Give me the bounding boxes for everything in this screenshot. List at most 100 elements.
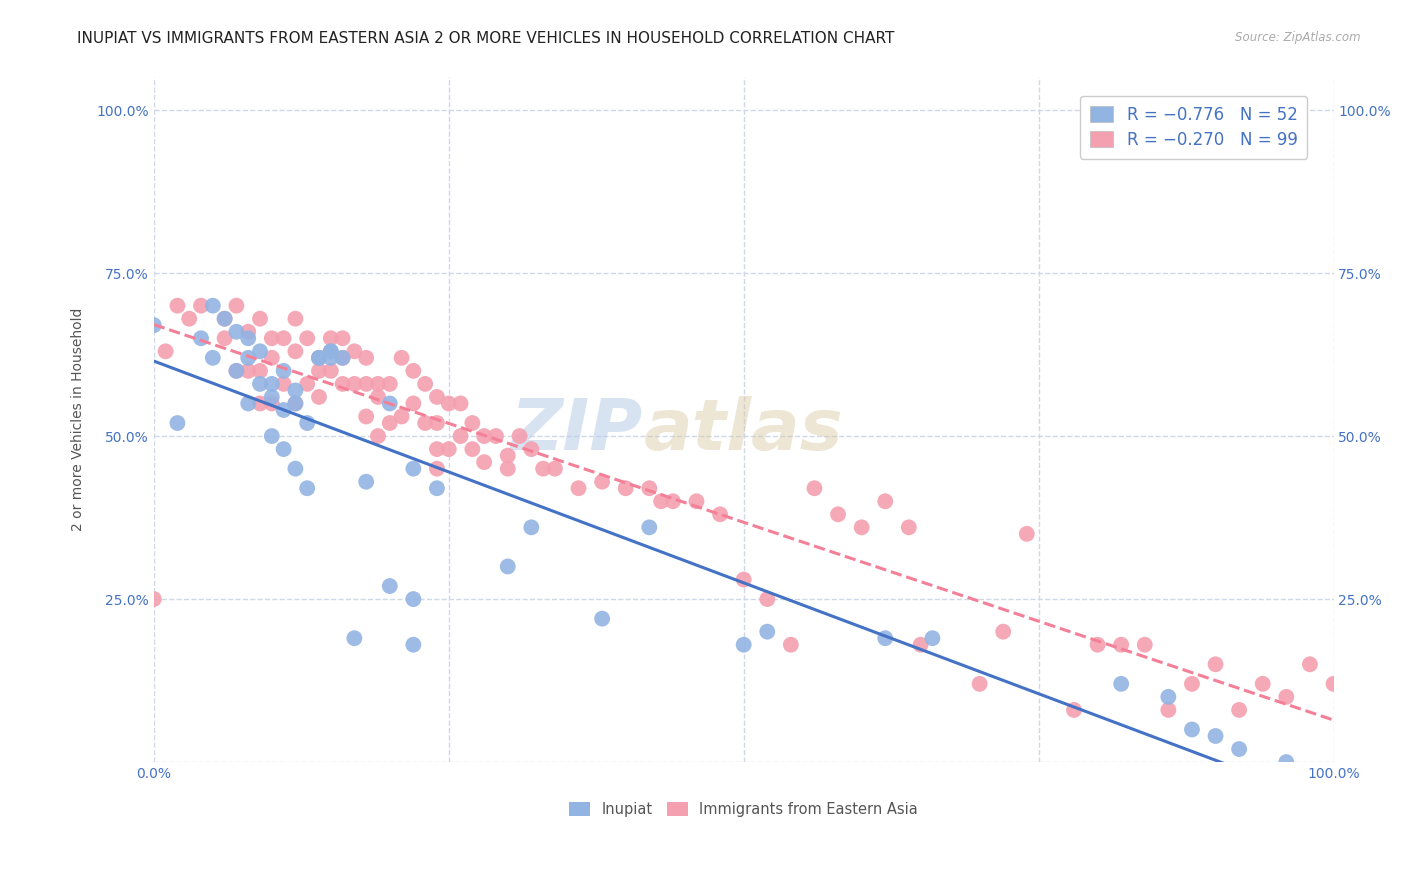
- Point: [413, 376, 436, 391]
- Point: [284, 461, 307, 475]
- Point: [142, 318, 165, 333]
- Point: [260, 331, 283, 345]
- Point: [650, 494, 672, 508]
- Point: [544, 461, 567, 475]
- Point: [378, 416, 401, 430]
- Point: [969, 677, 991, 691]
- Point: [332, 331, 354, 345]
- Point: [402, 396, 425, 410]
- Point: [638, 481, 661, 495]
- Point: [284, 344, 307, 359]
- Point: [238, 325, 260, 339]
- Point: [567, 481, 589, 495]
- Point: [343, 376, 366, 391]
- Point: [238, 396, 260, 410]
- Point: [402, 638, 425, 652]
- Point: [354, 475, 377, 489]
- Point: [461, 442, 484, 456]
- Point: [308, 390, 330, 404]
- Point: [450, 396, 472, 410]
- Point: [426, 442, 449, 456]
- Point: [496, 461, 519, 475]
- Point: [354, 376, 377, 391]
- Point: [591, 612, 613, 626]
- Point: [295, 376, 318, 391]
- Point: [662, 494, 685, 508]
- Point: [614, 481, 637, 495]
- Point: [155, 344, 177, 359]
- Text: atlas: atlas: [644, 395, 844, 465]
- Point: [1227, 742, 1250, 756]
- Point: [851, 520, 873, 534]
- Point: [426, 390, 449, 404]
- Point: [238, 351, 260, 365]
- Point: [1087, 638, 1109, 652]
- Point: [273, 403, 295, 417]
- Point: [343, 344, 366, 359]
- Point: [260, 429, 283, 443]
- Point: [367, 390, 389, 404]
- Text: ZIP: ZIP: [512, 395, 644, 465]
- Point: [308, 364, 330, 378]
- Point: [638, 520, 661, 534]
- Point: [225, 364, 247, 378]
- Point: [201, 299, 224, 313]
- Point: [166, 416, 188, 430]
- Point: [249, 376, 271, 391]
- Point: [803, 481, 825, 495]
- Point: [1275, 690, 1298, 704]
- Point: [284, 396, 307, 410]
- Point: [260, 351, 283, 365]
- Point: [190, 331, 212, 345]
- Point: [426, 481, 449, 495]
- Point: [827, 508, 849, 522]
- Point: [273, 364, 295, 378]
- Point: [260, 376, 283, 391]
- Point: [319, 344, 342, 359]
- Point: [1109, 677, 1132, 691]
- Point: [875, 631, 897, 645]
- Point: [273, 442, 295, 456]
- Point: [1109, 638, 1132, 652]
- Point: [1205, 729, 1227, 743]
- Point: [332, 351, 354, 365]
- Text: Source: ZipAtlas.com: Source: ZipAtlas.com: [1236, 31, 1361, 45]
- Point: [1181, 677, 1204, 691]
- Point: [308, 351, 330, 365]
- Point: [378, 376, 401, 391]
- Point: [284, 311, 307, 326]
- Point: [284, 396, 307, 410]
- Point: [190, 299, 212, 313]
- Point: [685, 494, 707, 508]
- Point: [225, 364, 247, 378]
- Point: [260, 390, 283, 404]
- Point: [214, 311, 236, 326]
- Point: [367, 376, 389, 391]
- Point: [1299, 657, 1322, 672]
- Point: [402, 461, 425, 475]
- Point: [591, 475, 613, 489]
- Point: [1205, 657, 1227, 672]
- Y-axis label: 2 or more Vehicles in Household: 2 or more Vehicles in Household: [72, 308, 86, 532]
- Point: [472, 429, 495, 443]
- Point: [319, 351, 342, 365]
- Point: [238, 331, 260, 345]
- Point: [295, 481, 318, 495]
- Point: [461, 416, 484, 430]
- Point: [249, 344, 271, 359]
- Point: [142, 592, 165, 607]
- Point: [354, 409, 377, 424]
- Point: [496, 449, 519, 463]
- Point: [214, 331, 236, 345]
- Point: [201, 351, 224, 365]
- Point: [756, 592, 779, 607]
- Point: [332, 351, 354, 365]
- Point: [413, 416, 436, 430]
- Point: [426, 416, 449, 430]
- Point: [249, 364, 271, 378]
- Point: [295, 416, 318, 430]
- Point: [249, 311, 271, 326]
- Point: [166, 299, 188, 313]
- Point: [1251, 677, 1274, 691]
- Point: [378, 579, 401, 593]
